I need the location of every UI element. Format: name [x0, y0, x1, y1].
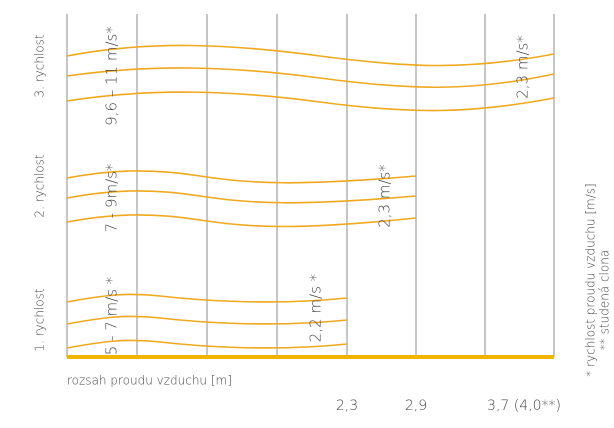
end-speed: 2,3 m/s* [376, 164, 394, 228]
end-speed: 2,3 m/s* [514, 35, 532, 99]
wave [66, 214, 417, 228]
grid [66, 14, 555, 357]
wave [66, 315, 348, 325]
start-speed: 5 - 7 m/s * [103, 277, 121, 356]
waves-speed-2 [66, 170, 417, 228]
wave [66, 339, 348, 349]
start-speed: 9,6 – 11 m/s* [103, 26, 121, 126]
waves-speed-3 [66, 44, 555, 112]
wave [66, 67, 555, 89]
wave [66, 293, 348, 303]
start-speed: 7 - 9m/s* [103, 163, 121, 232]
speed-label: 3. rychlost [33, 34, 47, 97]
note: * rychlost proudu vzduchu [m/s] [584, 183, 598, 376]
range-label: 3,7 (4,0**) [487, 398, 561, 414]
wave [66, 44, 555, 67]
speed-label: 2. rychlost [33, 154, 47, 217]
range-label: 2,3 [336, 398, 358, 414]
wave [66, 190, 417, 204]
end-speed: 2,2 m/s * [307, 274, 325, 342]
waves-speed-1 [66, 293, 348, 349]
wave [66, 170, 417, 184]
range-label: 2,9 [405, 398, 427, 414]
wave [66, 91, 555, 112]
axis-title: rozsah proudu vzduchu [m] [67, 374, 232, 388]
speed-label: 1. rychlost [33, 288, 47, 351]
note: ** studená clona [598, 250, 612, 350]
